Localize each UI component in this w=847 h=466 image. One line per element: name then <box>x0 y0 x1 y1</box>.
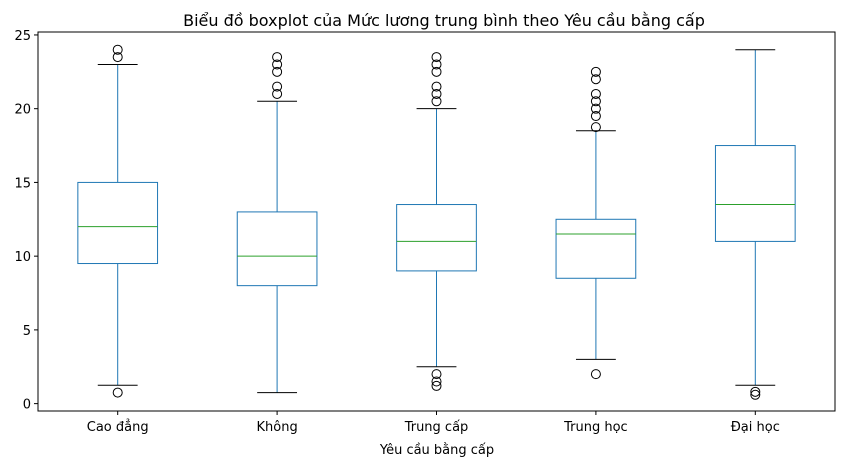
outlier-point <box>590 122 601 133</box>
x-tick-label: Trung học <box>563 420 628 435</box>
outlier-point <box>272 52 283 63</box>
box-group-1 <box>236 52 318 394</box>
outlier-point <box>590 88 601 99</box>
box-group-3 <box>555 66 637 380</box>
x-tick-label: Không <box>256 420 297 435</box>
y-axis: 0 5 10 15 20 25 <box>14 29 38 413</box>
x-tick-label: Cao đẳng <box>87 419 149 435</box>
box-group-0 <box>77 44 159 398</box>
outlier-point <box>590 66 601 77</box>
box-iqr <box>714 145 796 242</box>
y-tick-label: 10 <box>14 250 31 265</box>
box-group-2 <box>396 52 477 391</box>
y-tick-label: 20 <box>14 103 31 118</box>
outlier-point <box>431 88 442 99</box>
chart-title: Biểu đồ boxplot của Mức lương trung bình… <box>183 11 705 30</box>
outlier-point <box>431 66 442 77</box>
outlier-point <box>272 81 283 92</box>
outlier-point <box>431 380 442 391</box>
y-tick-label: 15 <box>14 176 31 191</box>
outlier-point <box>112 44 123 55</box>
outlier-point <box>431 369 442 380</box>
box-iqr <box>396 204 477 272</box>
outlier-point <box>431 376 442 387</box>
outlier-point <box>590 111 601 122</box>
y-tick-label: 5 <box>23 324 31 339</box>
outlier-point <box>272 59 283 70</box>
box-iqr <box>77 181 159 265</box>
box-group-4 <box>714 49 796 400</box>
outlier-point <box>112 52 123 63</box>
outlier-point <box>431 52 442 63</box>
outlier-point <box>272 88 283 99</box>
outlier-point <box>272 66 283 77</box>
outlier-point <box>590 96 601 107</box>
x-tick-label: Trung cấp <box>404 420 469 435</box>
outlier-point <box>431 81 442 92</box>
outlier-point <box>590 74 601 85</box>
x-axis-title: Yêu cầu bằng cấp <box>379 443 494 458</box>
x-tick-label: Đại học <box>731 420 780 435</box>
outlier-point <box>590 369 601 380</box>
outlier-point <box>431 96 442 107</box>
outlier-point <box>112 387 123 398</box>
box-iqr <box>555 218 637 279</box>
y-tick-label: 0 <box>23 398 31 413</box>
box-iqr <box>236 211 318 287</box>
plot-area <box>77 44 796 400</box>
outlier-point <box>590 103 601 114</box>
x-axis: Cao đẳng Không Trung cấp Trung học Đại học <box>87 411 780 435</box>
outlier-point <box>431 59 442 70</box>
outlier-point <box>750 389 761 400</box>
outlier-point <box>750 386 761 397</box>
y-tick-label: 25 <box>14 29 31 44</box>
